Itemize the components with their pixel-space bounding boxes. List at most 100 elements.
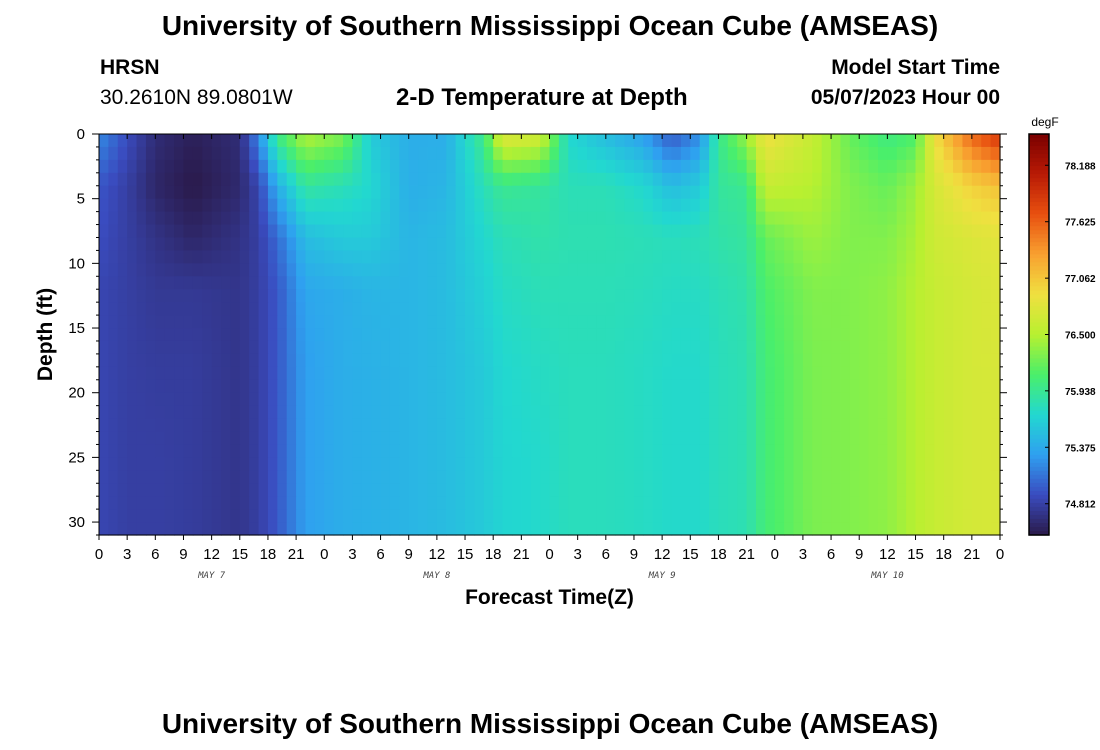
heatmap-cell [474,134,485,148]
heatmap-cell [296,250,307,264]
heatmap-cell [108,483,119,497]
heatmap-cell [821,302,832,316]
heatmap-cell [174,224,185,239]
heatmap-cell [465,457,476,471]
heatmap-cell [174,483,185,497]
day-label: MAY 8 [422,571,450,581]
heatmap-cell [549,431,560,446]
heatmap-cell [361,185,372,200]
heatmap-cell [117,379,128,394]
heatmap-cell [108,366,119,381]
heatmap-cell [493,522,504,536]
heatmap-cell [474,444,485,458]
heatmap-cell [887,509,898,523]
heatmap-cell [446,185,457,200]
heatmap-cell [239,431,250,446]
heatmap-cell [859,224,870,239]
heatmap-cell [868,366,879,381]
heatmap-cell [380,418,391,433]
heatmap-cell [108,237,119,252]
heatmap-cell [699,315,710,329]
heatmap-cell [840,134,851,148]
heatmap-cell [680,392,691,407]
heatmap-cell [981,509,992,523]
heatmap-cell [981,392,992,407]
heatmap-cell [502,509,513,523]
heatmap-cell [924,134,935,148]
heatmap-cell [296,392,307,407]
heatmap-cell [192,315,203,329]
heatmap-cell [108,340,119,355]
heatmap-cell [418,366,429,381]
heatmap-cell [624,392,635,407]
heatmap-cell [380,237,391,252]
heatmap-cell [192,496,203,510]
heatmap-cell [277,289,288,303]
heatmap-cell [671,496,682,510]
heatmap-cell [239,250,250,264]
heatmap-cell [671,198,682,213]
heatmap-cell [258,431,269,446]
heatmap-cell [343,509,354,523]
heatmap-cell [380,159,391,174]
heatmap-cell [474,405,485,420]
heatmap-cell [202,263,213,277]
heatmap-cell [812,263,823,277]
heatmap-cell [249,418,260,433]
heatmap-cell [662,366,673,381]
heatmap-cell [192,379,203,394]
heatmap-cell [136,315,147,329]
heatmap-cell [896,224,907,239]
heatmap-cell [549,457,560,471]
heatmap-cell [784,276,795,290]
heatmap-cell [934,224,945,239]
heatmap-cell [483,522,494,536]
heatmap-cell [558,224,569,239]
heatmap-cell [718,276,729,290]
heatmap-cell [680,483,691,497]
heatmap-cell [399,172,410,187]
heatmap-cell [136,444,147,458]
heatmap-cell [277,198,288,213]
heatmap-cell [540,418,551,433]
heatmap-cell [502,172,513,187]
heatmap-cell [953,470,964,484]
heatmap-cell [296,276,307,290]
heatmap-cell [540,146,551,161]
heatmap-cell [352,263,363,277]
heatmap-cell [361,418,372,433]
heatmap-cell [324,470,335,484]
heatmap-cell [812,379,823,394]
heatmap-cell [727,315,738,329]
heatmap-cell [558,457,569,471]
heatmap-cell [314,250,325,264]
heatmap-cell [530,328,541,342]
heatmap-cell [981,146,992,161]
heatmap-cell [436,224,447,239]
heatmap-cell [831,353,842,368]
heatmap-cell [981,522,992,536]
heatmap-cell [202,315,213,329]
heatmap-cell [371,263,382,277]
heatmap-cell [183,431,194,446]
heatmap-cell [221,237,231,252]
heatmap-cell [511,146,522,161]
heatmap-cell [915,418,926,433]
heatmap-cell [277,522,288,536]
heatmap-cell [868,237,879,252]
heatmap-cell [549,392,560,407]
heatmap-cell [577,198,588,213]
heatmap-cell [202,211,213,226]
heatmap-cell [774,159,785,174]
heatmap-cell [605,522,616,536]
y-tick-label: 0 [77,126,85,143]
x-tick-label: 12 [203,546,220,563]
heatmap-cell [511,431,522,446]
heatmap-cell [314,405,325,420]
heatmap-cell [511,250,522,264]
heatmap-cell [258,340,269,355]
heatmap-cell [155,224,166,239]
heatmap-cell [990,340,1001,355]
heatmap-cell [755,392,766,407]
heatmap-cell [455,237,466,252]
